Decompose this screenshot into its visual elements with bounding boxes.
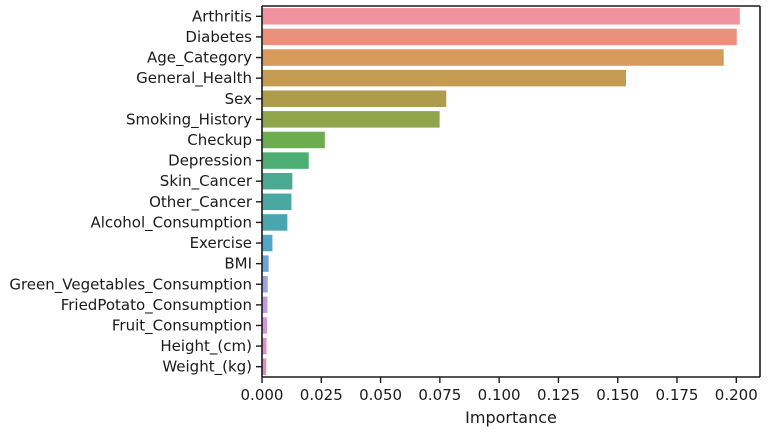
- y-tick-label-arthritis: Arthritis: [192, 7, 252, 25]
- category-labels-group: Arthritis Diabetes Age_CategoryGeneral_Hea…: [9, 7, 262, 377]
- bar-green-vegetables-consumption: [262, 276, 268, 293]
- y-tick-label-bmi: BMI: [224, 255, 252, 273]
- bar-arthritis: [262, 8, 740, 25]
- y-tick-label-general-health: General_Health: [136, 69, 252, 88]
- x-tick-label: 0.050: [359, 386, 402, 404]
- bar-friedpotato-consumption: [262, 296, 268, 314]
- y-tick-label-checkup: Checkup: [187, 131, 252, 149]
- bar-diabetes: [262, 28, 737, 46]
- bar-smoking-history: [262, 111, 440, 128]
- bar-bmi: [262, 255, 269, 272]
- x-tick-label: 0.025: [300, 386, 343, 404]
- bar-age-category: [262, 49, 724, 66]
- bar-exercise: [262, 234, 273, 252]
- bars-group: [262, 8, 740, 375]
- bar-other-cancer: [262, 193, 292, 211]
- bar-depression: [262, 152, 309, 169]
- bar-skin-cancer: [262, 172, 293, 190]
- bar-fruit-consumption: [262, 317, 267, 334]
- y-tick-label-smoking-history: Smoking_History: [126, 110, 252, 129]
- x-tick-label: 0.150: [596, 386, 639, 404]
- y-tick-label-diabetes: Diabetes: [185, 28, 252, 46]
- x-tick-label: 0.125: [537, 386, 580, 404]
- bar-sex: [262, 90, 447, 107]
- y-tick-label-depression: Depression: [168, 152, 252, 170]
- x-tick-label: 0.175: [656, 386, 699, 404]
- x-ticks-group: 0.000 0.025 0.050 0.075 0.100 0.125 0.150 0.175…: [241, 377, 758, 404]
- y-tick-label-height-cm: Height_(cm): [160, 337, 252, 356]
- y-tick-label-skin-cancer: Skin_Cancer: [160, 172, 253, 191]
- x-tick-label: 0.200: [715, 386, 758, 404]
- y-tick-label-other-cancer: Other_Cancer: [149, 193, 253, 212]
- y-tick-label-sex: Sex: [225, 90, 252, 108]
- y-tick-label-friedpotato-consumption: FriedPotato_Consumption: [61, 296, 252, 315]
- x-tick-label: 0.000: [241, 386, 284, 404]
- bar-alcohol-consumption: [262, 214, 288, 231]
- y-tick-label-age-category: Age_Category: [147, 49, 252, 68]
- x-tick-label: 0.075: [418, 386, 461, 404]
- bar-checkup: [262, 131, 325, 149]
- x-axis-title: Importance: [465, 408, 557, 427]
- bar-weight-kg: [262, 358, 267, 375]
- y-tick-label-green-vegetables-consumption: Green_Vegetables_Consumption: [9, 275, 252, 294]
- bar-general-health: [262, 69, 627, 87]
- bar-height-cm: [262, 337, 267, 355]
- y-tick-label-exercise: Exercise: [190, 234, 252, 252]
- y-tick-label-fruit-consumption: Fruit_Consumption: [112, 316, 252, 335]
- y-tick-label-alcohol-consumption: Alcohol_Consumption: [90, 213, 252, 232]
- y-tick-label-weight-kg: Weight_(kg): [162, 358, 252, 377]
- x-tick-label: 0.100: [478, 386, 521, 404]
